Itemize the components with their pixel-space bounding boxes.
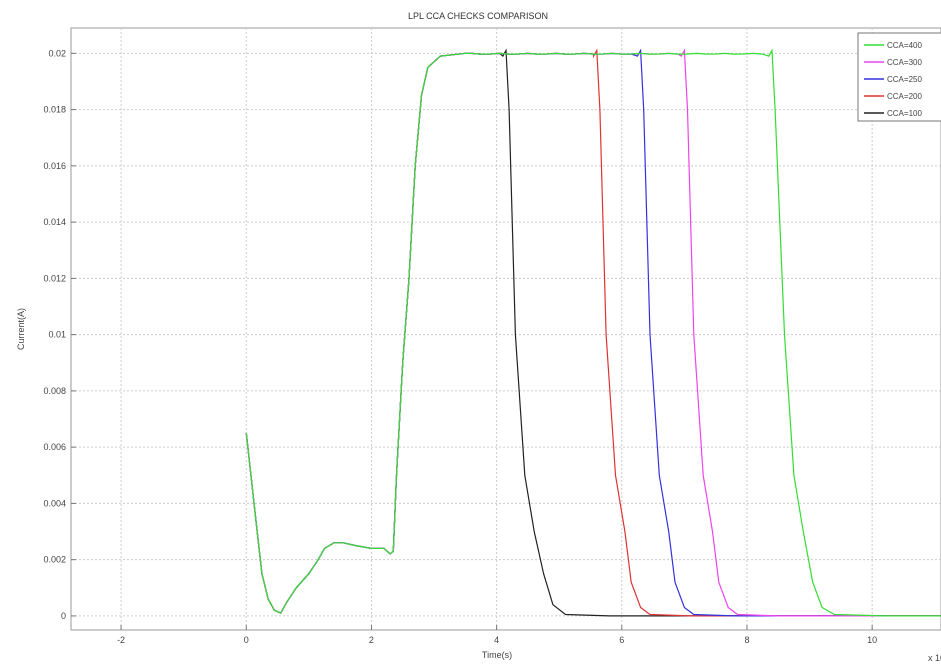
x-tick-label: 0 xyxy=(244,635,249,645)
x-tick-label: 10 xyxy=(867,635,877,645)
x-axis-title: Time(s) xyxy=(482,650,512,660)
x-tick-label: 6 xyxy=(619,635,624,645)
legend-label: CCA=400 xyxy=(887,41,922,50)
x-tick-label: -2 xyxy=(117,635,125,645)
x-tick-label: 2 xyxy=(369,635,374,645)
legend-label: CCA=100 xyxy=(887,109,922,118)
grid xyxy=(71,28,941,630)
y-tick-label: 0.01 xyxy=(48,330,66,340)
y-tick-label: 0.008 xyxy=(43,386,66,396)
x-tick-label: 8 xyxy=(744,635,749,645)
y-tick-label: 0.018 xyxy=(43,105,66,115)
y-tick-label: 0.002 xyxy=(43,555,66,565)
legend-box xyxy=(857,32,941,122)
chart-title: LPL CCA CHECKS COMPARISON xyxy=(408,11,548,21)
y-tick-label: 0.006 xyxy=(43,442,66,452)
y-tick-label: 0.02 xyxy=(48,48,66,58)
x-tick-label: 4 xyxy=(494,635,499,645)
y-tick-label: 0.016 xyxy=(43,161,66,171)
plot-area xyxy=(70,27,941,631)
y-axis-title: Current(A) xyxy=(16,308,26,350)
legend-label: CCA=300 xyxy=(887,58,922,67)
series-layer xyxy=(245,48,941,617)
y-tick-label: 0.014 xyxy=(43,217,66,227)
x-axis-multiplier: x 10 xyxy=(928,653,941,663)
y-tick-label: 0.012 xyxy=(43,273,66,283)
series-line xyxy=(245,48,941,617)
y-tick-label: 0.004 xyxy=(43,498,66,508)
legend-label: CCA=250 xyxy=(887,75,922,84)
legend: CCA=400 CCA=300 CCA=250 CCA=200 CCA=100 xyxy=(857,32,941,122)
legend-label: CCA=200 xyxy=(887,92,922,101)
y-tick-label: 0 xyxy=(61,611,66,621)
tick-layer: -2 0 2 4 6 8 10 0 0.002 0.004 0.006 0.008 0.01 0.012 0… xyxy=(43,48,877,645)
